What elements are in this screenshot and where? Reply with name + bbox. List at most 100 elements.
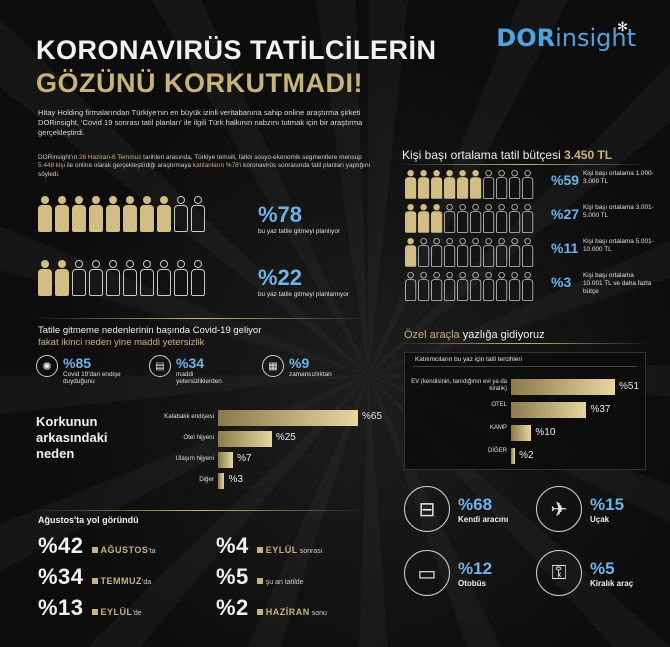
car-title: Özel araçla yazlığa gidiyoruz [404, 329, 545, 341]
fear-bar [218, 452, 234, 468]
person-outline-icon [191, 260, 205, 296]
month-pct: %4 [216, 533, 249, 558]
person-outline-icon [418, 238, 430, 267]
bus-icon: ▭ [404, 550, 450, 596]
person-outline-icon [157, 260, 171, 296]
preference-bar [511, 379, 615, 395]
person-outline-icon [174, 260, 188, 296]
square-icon [91, 609, 98, 615]
intro-paragraph-2: DORinsight'ın 26 Haziran-6 Temmuz tarihl… [38, 154, 371, 178]
fear-category-label: Diğer [199, 476, 214, 483]
person-outline-icon [123, 260, 137, 296]
budget-row: %59 Kişi başı ortalama 1.000-3.000 TL [405, 170, 655, 200]
divider [30, 318, 370, 319]
person-outline-icon [140, 260, 154, 296]
intro-paragraph: Hitay Holding firmalarından Türkiye'nin … [38, 108, 363, 137]
fear-bar [218, 473, 225, 489]
reasons-header: Tatile gitmeme nedenlerinin başında Covi… [38, 325, 261, 349]
person-outline-icon [522, 170, 534, 199]
person-outline-icon [418, 272, 430, 301]
plan-pct: %78 [258, 202, 303, 227]
fear-chart: Kalabalık endişesi %65 Otel hijyeni %25 Ulaş… [140, 410, 382, 496]
plan-78: %78 bu yaz tatile gitmeyi planlıyor [258, 202, 340, 235]
person-outline-icon [72, 260, 86, 296]
budget-label: Kişi başı ortalama 1.000-3.000 TL [583, 170, 654, 185]
page-title: KORONAVIRÜS TATİLCİLERİN GÖZÜNÜ KORKUTMA… [36, 34, 436, 100]
fear-bar [218, 410, 358, 426]
month-pct: %34 [38, 564, 84, 589]
person-outline-icon [431, 238, 443, 267]
months-list: %42 AĞUSTOS'ta %34 TEMMUZ'da %13 EYLÜL'de %4 EY… [38, 533, 358, 628]
square-icon [91, 547, 98, 553]
month-suffix: şu an tatilde [265, 579, 304, 586]
person-filled-icon [444, 170, 456, 199]
reason-item: ✺ %85 Covid 19'dan endişe duyduğunu [36, 355, 127, 385]
reason-item: ▦ %9 zamansızlıktan [262, 355, 332, 385]
transport-label: Otobüs [458, 578, 486, 588]
person-outline-icon [496, 170, 508, 199]
logo: DORinsight ✻ [496, 20, 636, 52]
budget-label: Kişi başı ortalama 3.001-5.000 TL [583, 204, 654, 219]
month-item: %4 EYLÜL sonrası [216, 533, 323, 559]
month-pct: %42 [38, 533, 84, 558]
person-outline-icon [496, 238, 508, 267]
person-filled-icon [55, 260, 69, 296]
preference-category-label: OTEL [491, 402, 507, 408]
title-line-1: KORONAVIRÜS TATİLCİLERİN [36, 35, 437, 65]
plan-people-row [38, 260, 205, 296]
budget-label: Kişi başı ortalama 5.001-10.000 TL [583, 238, 654, 253]
person-outline-icon [457, 272, 469, 301]
preference-category-label: EV (kendisinin, tanıdığının evi ya da ki… [411, 379, 507, 392]
reasons-subtitle: fakat ikinci neden yine maddi yetersizli… [38, 337, 205, 348]
transport-item: ⚿ %5 Kiralık araç [536, 550, 633, 596]
plan-people-row [38, 196, 205, 232]
divider [30, 510, 370, 511]
person-outline-icon [457, 204, 469, 233]
month-label: EYLÜL [265, 545, 298, 555]
person-filled-icon [405, 204, 417, 233]
preference-value-label: %10 [535, 427, 556, 438]
person-outline-icon [483, 204, 495, 233]
person-filled-icon [72, 196, 86, 232]
preference-value-label: %2 [519, 450, 534, 461]
month-pct: %13 [38, 595, 84, 620]
plan-caption: bu yaz tatile gitmeyi planlıyor [258, 228, 341, 235]
reasons-list: ✺ %85 Covid 19'dan endişe duyduğunu ▤ %34… [36, 355, 332, 385]
person-outline-icon [470, 272, 482, 301]
fear-bar [218, 431, 272, 447]
budget-row: %3 Kişi başı ortalama 10.001 TL ve daha f… [405, 272, 655, 302]
person-outline-icon [509, 272, 521, 301]
person-filled-icon [457, 170, 469, 199]
person-outline-icon [509, 238, 521, 267]
month-item: %34 TEMMUZ'da [38, 564, 151, 590]
budget-pct: %11 [551, 240, 579, 256]
snowflake-icon: ✻ [617, 20, 628, 35]
person-outline-icon [483, 238, 495, 267]
logo-bold: DOR [496, 24, 556, 52]
person-filled-icon [89, 196, 103, 232]
month-item: %42 AĞUSTOS'ta [38, 533, 156, 559]
budget-title: Kişi başı ortalama tatil bütçesi 3.450 T… [402, 148, 613, 162]
budget-label: Kişi başı ortalama 10.001 TL ve daha faz… [583, 272, 652, 295]
month-label: TEMMUZ [100, 576, 143, 586]
fear-category-label: Ulaşım hijyeni [175, 455, 214, 462]
calendar-icon: ▦ [262, 355, 284, 377]
person-outline-icon [522, 238, 534, 267]
person-filled-icon [106, 196, 120, 232]
person-filled-icon [470, 170, 482, 199]
transport-item: ⊟ %68 Kendi aracını [404, 486, 508, 532]
money-icon: ▤ [149, 355, 171, 377]
fear-value-label: %25 [275, 432, 296, 443]
divider [395, 343, 650, 344]
person-outline-icon [470, 238, 482, 267]
square-icon [256, 609, 263, 615]
person-outline-icon [191, 196, 205, 232]
transport-label: Uçak [590, 514, 610, 524]
month-item: %5 şu an tatilde [216, 564, 304, 590]
square-icon [91, 578, 98, 584]
month-suffix: sonrası [297, 548, 323, 555]
title-line-2: GÖZÜNÜ KORKUTMADI! [36, 68, 363, 98]
person-filled-icon [123, 196, 137, 232]
preference-bar [511, 425, 532, 441]
fear-value-label: %3 [228, 474, 243, 485]
